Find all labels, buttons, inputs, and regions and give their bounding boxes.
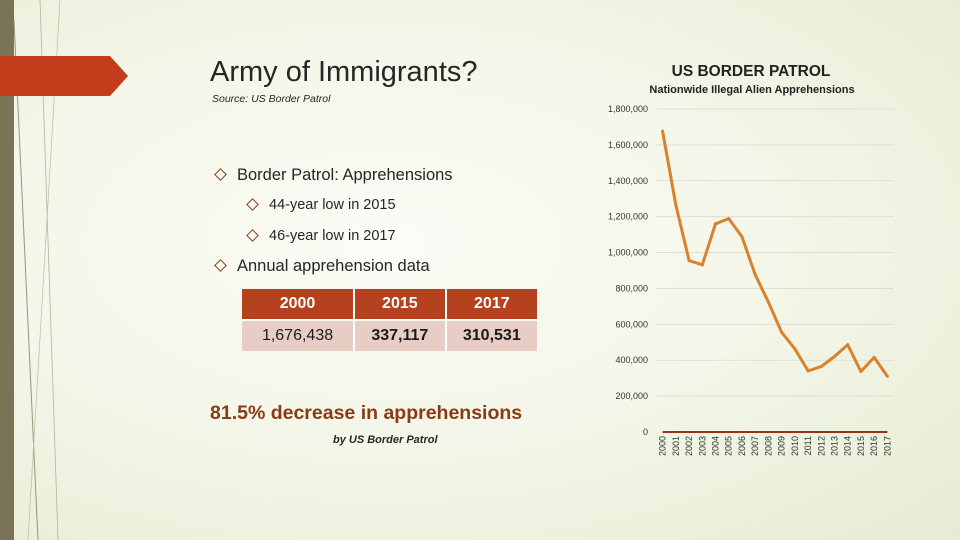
data-point (806, 369, 810, 373)
table-header-cell: 2000 (242, 289, 355, 321)
data-point (753, 273, 757, 277)
table-header-row: 2000 2015 2017 (242, 289, 537, 321)
y-tick-label: 1,800,000 (608, 104, 648, 114)
bullet-44-year-low: 44-year low in 2015 (246, 197, 396, 213)
diamond-bullet-icon (246, 197, 259, 211)
table-row: 1,676,438 337,117 310,531 (242, 320, 537, 351)
y-tick-label: 800,000 (615, 283, 648, 293)
bullet-text: 46-year low in 2017 (269, 228, 396, 244)
data-point (700, 263, 704, 267)
x-tick-label: 2014 (843, 436, 853, 456)
left-accent-strip (0, 0, 14, 540)
x-tick-label: 2010 (790, 436, 800, 456)
y-tick-label: 600,000 (615, 319, 648, 329)
y-tick-label: 1,600,000 (608, 140, 648, 150)
bullet-annual-data: Annual apprehension data (214, 257, 430, 276)
source-note: Source: US Border Patrol (212, 93, 331, 105)
x-tick-label: 2003 (697, 436, 707, 456)
bullet-border-patrol: Border Patrol: Apprehensions (214, 166, 453, 185)
x-tick-label: 2013 (830, 436, 840, 456)
decrease-headline: 81.5% decrease in apprehensions (210, 402, 523, 424)
y-tick-label: 1,400,000 (608, 176, 648, 186)
y-tick-label: 1,000,000 (608, 248, 648, 258)
x-tick-label: 2012 (816, 436, 826, 456)
table-cell: 1,676,438 (242, 320, 355, 351)
diamond-bullet-icon (214, 259, 227, 272)
series-group (661, 129, 889, 378)
x-tick-label: 2016 (869, 436, 879, 456)
x-tick-label: 2002 (684, 436, 694, 456)
table-cell: 337,117 (353, 320, 446, 351)
bullet-text: 44-year low in 2015 (269, 197, 396, 213)
x-tick-label: 2008 (763, 436, 773, 456)
table-cell: 310,531 (444, 320, 537, 351)
diamond-bullet-icon (246, 228, 259, 242)
gridlines (656, 108, 894, 397)
series-line (661, 130, 889, 378)
data-point (687, 259, 691, 263)
data-point (661, 129, 665, 133)
by-note: by US Border Patrol (333, 434, 438, 446)
data-point (766, 300, 770, 304)
diamond-bullet-icon (214, 168, 227, 181)
data-point (793, 347, 797, 351)
y-tick-label: 1,200,000 (608, 212, 648, 222)
x-tick-label: 2004 (711, 436, 721, 456)
x-tick-label: 2000 (658, 436, 668, 456)
bullet-text: Border Patrol: Apprehensions (237, 166, 453, 184)
y-tick-label: 200,000 (615, 391, 648, 401)
x-axis-ticks: 2000 2001 2002 2003 2004 2005 2006 2007 2008 2009… (658, 436, 893, 456)
data-point (780, 330, 784, 334)
data-point (727, 217, 731, 221)
chart-subtitle: Nationwide Illegal Alien Apprehensions (649, 84, 854, 96)
table-header-cell: 2017 (444, 289, 537, 321)
bullet-text: Annual apprehension data (237, 257, 430, 275)
x-tick-label: 2011 (803, 436, 813, 455)
table-header-cell: 2015 (353, 289, 446, 321)
data-point (885, 374, 889, 378)
x-tick-label: 2007 (750, 436, 760, 456)
x-tick-label: 2009 (777, 436, 787, 456)
data-point (833, 354, 836, 358)
data-point (740, 235, 744, 239)
data-point (846, 343, 850, 347)
x-tick-label: 2001 (671, 436, 681, 456)
bullet-46-year-low: 46-year low in 2017 (246, 228, 396, 244)
title-arrow-tab (0, 56, 128, 96)
chart-title: US BORDER PATROL (672, 63, 831, 80)
y-tick-label: 0 (643, 427, 648, 437)
x-tick-label: 2005 (724, 436, 734, 456)
x-tick-label: 2006 (737, 436, 747, 456)
data-point (819, 365, 823, 369)
y-tick-label: 400,000 (615, 355, 648, 365)
data-point (714, 222, 717, 226)
slide-title: Army of Immigrants? (210, 56, 478, 88)
y-axis-ticks: 0 200,000 400,000 600,000 800,000 1,000,000 1,… (608, 104, 648, 437)
data-point (872, 355, 876, 359)
apprehensions-line-chart: US BORDER PATROL Nationwide Illegal Alie… (608, 63, 894, 456)
x-tick-label: 2015 (856, 436, 866, 456)
x-tick-label: 2017 (882, 436, 892, 456)
data-point (859, 370, 863, 374)
apprehension-table: 2000 2015 2017 1,676,438 337,117 310,531 (242, 289, 537, 351)
data-point (674, 203, 678, 207)
